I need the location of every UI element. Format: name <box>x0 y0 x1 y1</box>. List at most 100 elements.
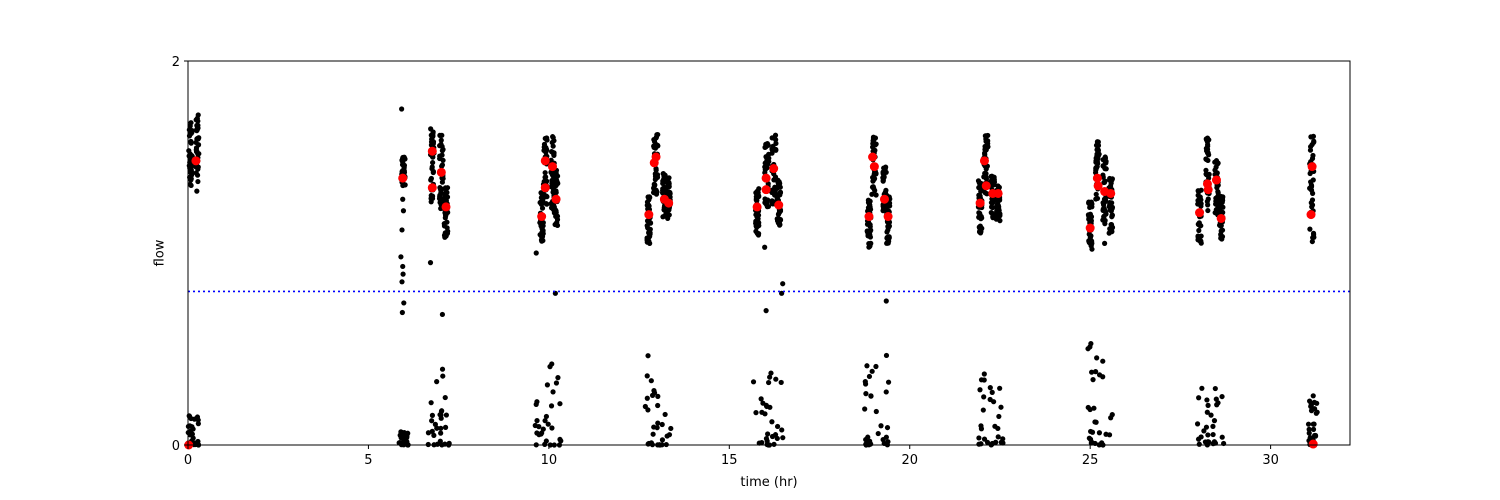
raw-point <box>1203 167 1209 173</box>
highlight-point <box>1093 181 1103 191</box>
raw-point <box>444 219 450 225</box>
highlight-point <box>993 188 1003 198</box>
raw-point <box>534 430 540 436</box>
raw-point <box>196 135 202 141</box>
x-tick-label: 0 <box>184 453 192 468</box>
raw-point <box>1205 207 1211 214</box>
raw-point <box>442 192 448 198</box>
raw-point <box>885 379 892 385</box>
raw-point <box>429 166 435 172</box>
raw-point <box>867 438 873 444</box>
raw-point <box>651 387 657 394</box>
raw-point <box>549 361 555 367</box>
highlight-point <box>981 181 991 191</box>
raw-point <box>653 187 659 193</box>
raw-point <box>1100 207 1106 213</box>
x-axis-label: time (hr) <box>740 475 797 490</box>
raw-point <box>195 421 201 427</box>
raw-point <box>434 379 440 385</box>
raw-point <box>1196 197 1202 203</box>
x-tick-label: 25 <box>1082 453 1099 468</box>
raw-point <box>644 395 650 401</box>
raw-point <box>659 421 665 428</box>
raw-point <box>1219 227 1226 233</box>
raw-point <box>429 412 436 418</box>
raw-point <box>883 298 889 304</box>
raw-point <box>402 182 408 188</box>
highlight-point <box>774 200 784 210</box>
highlight-point <box>1306 210 1316 220</box>
raw-point <box>1218 235 1225 242</box>
highlight-point <box>975 198 985 208</box>
raw-point <box>665 189 672 195</box>
raw-point <box>988 173 994 180</box>
raw-point <box>401 300 407 306</box>
raw-point <box>765 431 771 437</box>
raw-point <box>1199 385 1205 391</box>
raw-point <box>1109 212 1115 218</box>
raw-point <box>1197 223 1203 229</box>
raw-point <box>980 407 986 413</box>
raw-point <box>1100 163 1106 169</box>
raw-point <box>884 424 891 431</box>
raw-point <box>431 432 437 438</box>
raw-point <box>991 180 997 186</box>
raw-point <box>1204 397 1210 403</box>
raw-point <box>533 401 539 408</box>
raw-point <box>766 379 772 386</box>
raw-point <box>1198 238 1204 244</box>
highlight-point <box>191 156 201 166</box>
raw-point <box>870 178 876 184</box>
raw-point <box>977 225 983 231</box>
raw-point <box>885 223 891 230</box>
raw-point <box>1196 441 1202 447</box>
raw-point <box>430 131 436 137</box>
raw-point <box>1203 424 1210 430</box>
raw-point <box>195 178 201 185</box>
raw-point <box>648 378 654 384</box>
raw-point <box>553 177 559 183</box>
raw-point <box>428 177 434 183</box>
raw-point <box>544 137 550 143</box>
raw-point <box>399 279 405 285</box>
highlight-point <box>427 183 437 193</box>
raw-point <box>756 440 762 446</box>
raw-point <box>1088 428 1094 435</box>
raw-point <box>1088 214 1095 220</box>
raw-point <box>1214 402 1220 408</box>
highlight-point <box>427 146 437 156</box>
raw-point <box>884 235 890 241</box>
raw-point <box>542 174 548 180</box>
raw-point <box>195 417 201 423</box>
plot-frame <box>187 60 1351 446</box>
raw-point <box>649 392 656 398</box>
highlight-point <box>761 173 771 183</box>
raw-point <box>753 218 759 224</box>
raw-point <box>1102 240 1108 246</box>
raw-point <box>1206 171 1212 177</box>
highlight-point <box>769 164 779 174</box>
raw-point <box>666 432 673 438</box>
raw-point <box>760 400 766 406</box>
raw-point <box>775 182 782 188</box>
raw-point <box>532 422 538 429</box>
raw-point <box>772 132 779 138</box>
raw-point <box>1312 432 1319 439</box>
raw-point <box>1100 358 1106 364</box>
raw-point <box>862 406 868 412</box>
raw-point <box>1195 234 1201 241</box>
raw-point <box>439 311 446 318</box>
raw-point <box>869 368 875 374</box>
raw-point <box>1102 217 1108 224</box>
raw-point <box>558 438 564 444</box>
raw-point <box>429 418 435 424</box>
raw-point <box>1194 421 1201 427</box>
raw-point <box>867 204 873 210</box>
raw-point <box>981 377 987 383</box>
raw-point <box>977 228 983 235</box>
y-tick-label: 0 <box>172 439 180 454</box>
raw-point <box>653 175 659 181</box>
raw-point <box>439 163 445 169</box>
raw-point <box>873 363 879 370</box>
raw-point <box>1220 194 1226 200</box>
